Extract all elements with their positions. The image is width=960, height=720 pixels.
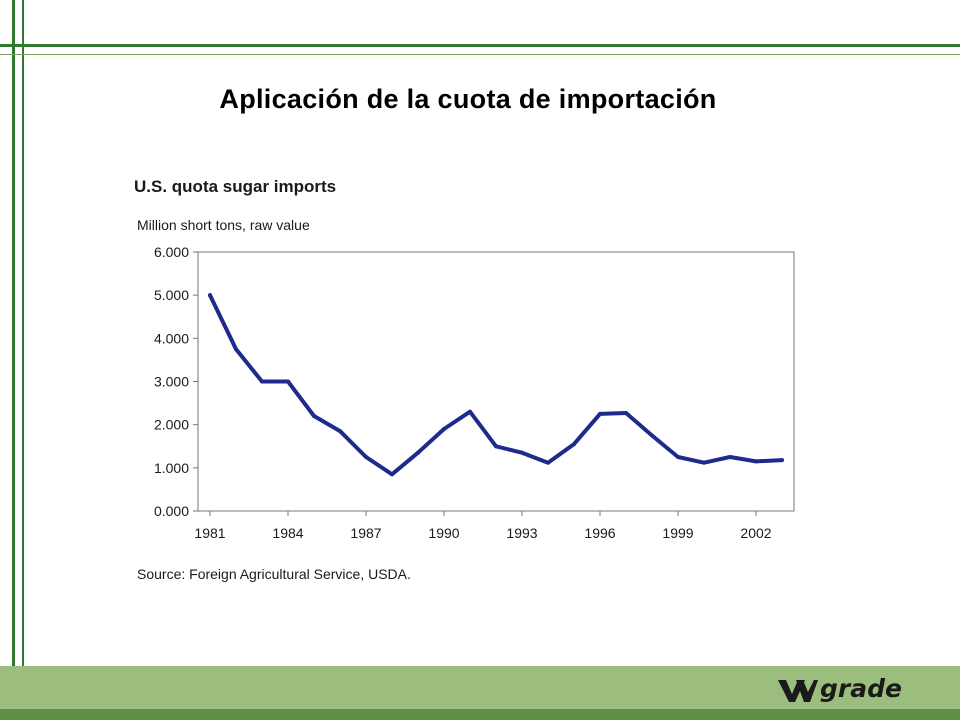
footer-bottom-strip xyxy=(0,709,960,720)
data-point xyxy=(260,379,264,384)
y-tick-label: 5.000 xyxy=(154,287,189,303)
data-point xyxy=(494,444,498,449)
frame-vertical-line-1 xyxy=(12,0,15,720)
data-point xyxy=(754,459,758,464)
frame-horizontal-line-1 xyxy=(0,44,960,47)
data-point xyxy=(364,455,368,460)
data-point xyxy=(520,450,524,455)
series-points xyxy=(208,293,784,477)
data-point xyxy=(546,460,550,465)
x-tick-label: 1990 xyxy=(428,525,459,541)
slide-title: Aplicación de la cuota de importación xyxy=(219,84,717,114)
y-tick-label: 0.000 xyxy=(154,503,189,519)
data-point xyxy=(416,450,420,455)
data-point xyxy=(234,347,238,352)
x-tick-label: 1999 xyxy=(662,525,693,541)
y-tick-label: 3.000 xyxy=(154,374,189,390)
x-tick-label: 2002 xyxy=(740,525,771,541)
data-point xyxy=(338,429,342,434)
data-point xyxy=(208,293,212,298)
data-point xyxy=(650,433,654,438)
grade-logo-icon xyxy=(778,680,818,702)
x-tick-label: 1981 xyxy=(194,525,225,541)
x-tick-label: 1987 xyxy=(350,525,381,541)
x-tick-label: 1993 xyxy=(506,525,537,541)
data-point xyxy=(598,411,602,416)
y-tick-label: 4.000 xyxy=(154,330,189,346)
data-point xyxy=(728,455,732,460)
x-axis: 1981 1984 1987 1990 1993 1996 1999 2002 xyxy=(194,511,772,541)
chart-source: Source: Foreign Agricultural Service, US… xyxy=(137,566,411,582)
frame-vertical-line-2 xyxy=(22,0,24,720)
data-point xyxy=(624,411,628,416)
data-point xyxy=(442,426,446,431)
x-tick-label: 1996 xyxy=(584,525,615,541)
y-tick-label: 6.000 xyxy=(154,244,189,260)
data-point xyxy=(702,460,706,465)
data-point xyxy=(312,414,316,419)
data-point xyxy=(780,458,784,463)
frame-horizontal-line-2 xyxy=(0,54,960,55)
y-tick-label: 1.000 xyxy=(154,460,189,476)
grade-logo-text: grade xyxy=(820,674,902,703)
chart-title: U.S. quota sugar imports xyxy=(134,177,336,196)
data-point xyxy=(676,455,680,460)
plot-area xyxy=(197,251,795,512)
data-point xyxy=(468,409,472,414)
y-tick-label: 2.000 xyxy=(154,417,189,433)
x-tick-label: 1984 xyxy=(272,525,303,541)
data-point xyxy=(572,442,576,447)
chart-subtitle: Million short tons, raw value xyxy=(137,217,310,233)
data-point xyxy=(390,472,394,477)
y-axis: 0.000 1.000 2.000 3.000 4.000 5.000 6.000 xyxy=(154,244,198,519)
data-point xyxy=(286,379,290,384)
